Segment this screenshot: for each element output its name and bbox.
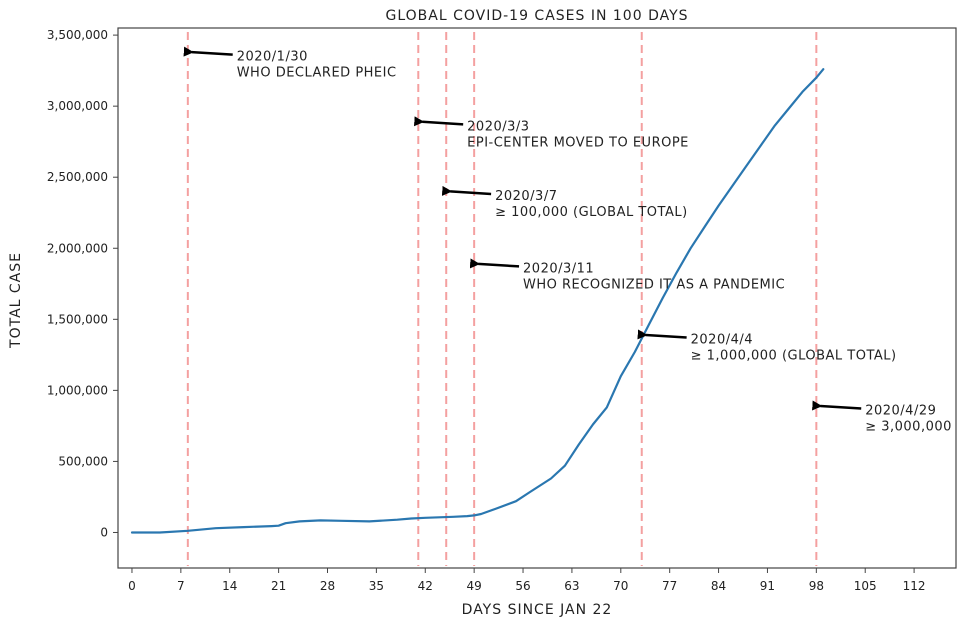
- cases-line: [130, 68, 825, 534]
- annotation-arrow: [183, 46, 233, 57]
- x-tick-label: 49: [467, 579, 482, 593]
- x-tick-label: 77: [662, 579, 677, 593]
- y-tick-label: 3,000,000: [47, 99, 108, 113]
- annotation-date: 2020/3/7: [495, 189, 557, 204]
- event-lines: [186, 32, 818, 566]
- annotation-text: WHO DECLARED PHEIC: [237, 66, 397, 81]
- annotation-text: ≥ 3,000,000: [865, 420, 952, 435]
- annotation-text: ≥ 1,000,000 (GLOBAL TOTAL): [691, 348, 897, 363]
- annotation-arrow: [637, 329, 687, 340]
- x-tick-label: 63: [564, 579, 579, 593]
- annotation-date: 2020/1/30: [237, 50, 308, 65]
- x-tick-label: 42: [418, 579, 433, 593]
- annotation-text: ≥ 100,000 (GLOBAL TOTAL): [495, 205, 688, 220]
- series-layer: [130, 68, 825, 534]
- annotation-date: 2020/4/29: [865, 404, 936, 419]
- x-tick-label: 14: [222, 579, 237, 593]
- annotation-date: 2020/4/4: [691, 332, 753, 347]
- x-axis-label: DAYS SINCE JAN 22: [462, 602, 613, 618]
- y-tick-label: 2,500,000: [47, 170, 108, 184]
- y-tick-label: 3,500,000: [47, 28, 108, 42]
- y-tick-label: 0: [100, 525, 108, 539]
- x-tick-label: 70: [613, 579, 628, 593]
- y-tick-label: 2,000,000: [47, 241, 108, 255]
- x-tick-label: 112: [903, 579, 926, 593]
- x-tick-label: 56: [515, 579, 530, 593]
- annotation-arrow: [441, 185, 492, 196]
- annotation-arrow: [812, 400, 862, 411]
- y-tick-label: 1,500,000: [47, 312, 108, 326]
- x-tick-label: 98: [809, 579, 824, 593]
- x-tick-label: 28: [320, 579, 335, 593]
- y-axis-label: TOTAL CASE: [8, 252, 24, 349]
- x-tick-label: 105: [854, 579, 877, 593]
- x-tick-label: 84: [711, 579, 726, 593]
- annotation-date: 2020/3/11: [523, 261, 594, 276]
- annotation-date: 2020/3/3: [467, 119, 529, 134]
- y-tick-label: 500,000: [58, 454, 108, 468]
- chart-title: GLOBAL COVID-19 CASES IN 100 DAYS: [385, 8, 688, 24]
- annotation-text: WHO RECOGNIZED IT AS A PANDEMIC: [523, 277, 785, 292]
- annotation-arrow: [413, 116, 464, 127]
- annotation-arrow: [469, 258, 520, 269]
- plot-frame: [117, 27, 957, 569]
- x-tick-label: 0: [128, 579, 136, 593]
- y-tick-label: 1,000,000: [47, 383, 108, 397]
- x-tick-label: 21: [271, 579, 286, 593]
- x-tick-label: 7: [177, 579, 185, 593]
- x-tick-label: 35: [369, 579, 384, 593]
- axis-ticks: 0 7 14 21 28 35 42 49 56 63 70 77 84 91 98 105 112 0 500,0…: [47, 28, 926, 593]
- x-tick-label: 91: [760, 579, 775, 593]
- annotation-text: EPI-CENTER MOVED TO EUROPE: [467, 135, 689, 150]
